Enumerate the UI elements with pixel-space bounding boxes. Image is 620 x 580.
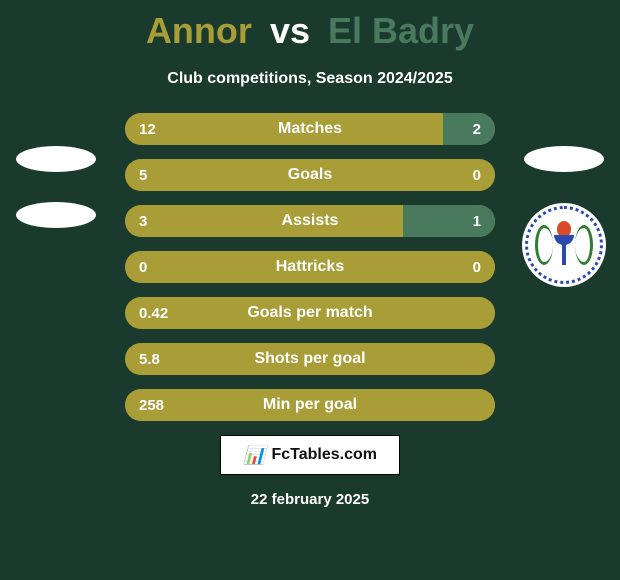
title-vs: vs (270, 10, 310, 51)
stat-label: Assists (125, 212, 495, 230)
placeholder-ellipse-icon (16, 202, 96, 228)
page-title: Annor vs El Badry (0, 0, 620, 52)
stat-label: Min per goal (125, 396, 495, 414)
comparison-body: 122Matches 50Goals 31Assists 00Hattricks 0.4… (0, 113, 620, 421)
chart-icon: 📊 (243, 445, 265, 466)
title-player1: Annor (146, 10, 252, 51)
stat-row: 00Hattricks (125, 251, 495, 283)
subtitle: Club competitions, Season 2024/2025 (0, 70, 620, 88)
stat-row: 0.42Goals per match (125, 297, 495, 329)
club-logo-icon (522, 203, 606, 287)
site-name: FcTables.com (271, 446, 377, 464)
placeholder-ellipse-icon (524, 146, 604, 172)
placeholder-ellipse-icon (16, 146, 96, 172)
player2-badge-1 (522, 117, 606, 201)
stat-label: Goals (125, 166, 495, 184)
site-logo: 📊 FcTables.com (220, 435, 400, 475)
footer-date: 22 february 2025 (0, 491, 620, 508)
stat-label: Shots per goal (125, 350, 495, 368)
stat-label: Hattricks (125, 258, 495, 276)
stat-row: 5.8Shots per goal (125, 343, 495, 375)
stat-row: 31Assists (125, 205, 495, 237)
title-player2: El Badry (328, 10, 474, 51)
player1-badge-2 (14, 173, 98, 257)
stat-row: 122Matches (125, 113, 495, 145)
player2-club-logo (522, 203, 606, 287)
stat-bars: 122Matches 50Goals 31Assists 00Hattricks 0.4… (125, 113, 495, 421)
stat-row: 50Goals (125, 159, 495, 191)
stat-label: Goals per match (125, 304, 495, 322)
stat-row: 258Min per goal (125, 389, 495, 421)
stat-label: Matches (125, 120, 495, 138)
